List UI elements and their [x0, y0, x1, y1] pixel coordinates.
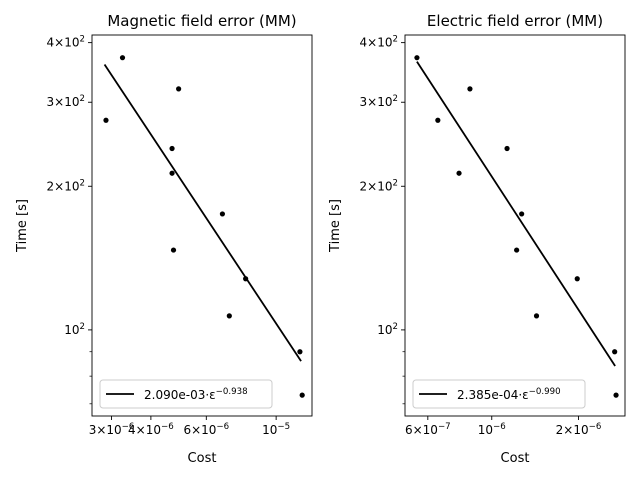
electric-data-point — [414, 55, 420, 61]
electric-legend-label: 2.385e-04·ε−0.990 — [457, 387, 561, 402]
magnetic-data-point — [299, 392, 305, 398]
magnetic-data-point — [119, 55, 126, 61]
electric-data-point — [514, 247, 520, 253]
magnetic-y-tick-label: 3×102 — [47, 94, 85, 109]
electric-data-point — [574, 276, 580, 282]
electric-data-point — [613, 392, 619, 398]
electric-data-point — [467, 86, 473, 92]
magnetic-data-point — [169, 145, 175, 152]
magnetic-y-tick-label: 102 — [64, 322, 85, 337]
electric-data-point — [504, 145, 510, 152]
magnetic-y-tick-label: 2×102 — [47, 178, 85, 193]
electric-chart: Electric field error (MM) 102 2×102 3×102 4×… — [328, 12, 626, 466]
electric-axes-frame — [404, 34, 626, 417]
magnetic-data-point — [297, 349, 303, 355]
magnetic-data-point — [243, 276, 249, 282]
magnetic-chart-title: Magnetic field error (MM) — [107, 12, 296, 30]
magnetic-data-point — [219, 211, 226, 217]
electric-legend: 2.385e-04·ε−0.990 — [412, 379, 586, 409]
electric-y-tick-label: 102 — [377, 322, 398, 337]
magnetic-data-point — [170, 247, 177, 253]
magnetic-data-point — [226, 313, 232, 319]
magnetic-data-point — [169, 170, 175, 176]
electric-data-point — [435, 117, 441, 123]
electric-legend-box — [412, 379, 586, 409]
magnetic-legend-box — [99, 379, 273, 409]
electric-y-axis-label: Time [s] — [328, 199, 343, 253]
electric-fit-line — [416, 61, 616, 367]
magnetic-x-tick-label: 6×10−6 — [183, 422, 229, 437]
magnetic-data-point — [176, 86, 182, 92]
electric-chart-title: Electric field error (MM) — [427, 12, 603, 30]
electric-x-axis-label: Cost — [501, 451, 530, 466]
electric-y-tick-label: 2×102 — [360, 178, 398, 193]
electric-y-tick-label: 3×102 — [360, 94, 398, 109]
magnetic-legend-label: 2.090e-03·ε−0.938 — [144, 387, 248, 402]
magnetic-x-tick-label: 4×10−6 — [128, 422, 174, 437]
magnetic-axes-frame — [91, 34, 313, 417]
electric-data-point — [456, 170, 462, 176]
magnetic-legend: 2.090e-03·ε−0.938 — [99, 379, 273, 409]
magnetic-x-tick-label: 10−5 — [262, 422, 290, 437]
magnetic-y-axis-label: Time [s] — [15, 199, 30, 253]
magnetic-y-tick-label: 4×102 — [47, 35, 85, 50]
electric-x-tick-label: 10−6 — [478, 422, 506, 437]
magnetic-x-axis-label: Cost — [188, 451, 217, 466]
magnetic-chart: Magnetic field error (MM) 102 2×102 3×102 4×… — [15, 12, 313, 466]
electric-x-tick-label: 2×10−6 — [556, 422, 602, 437]
electric-data-point — [533, 313, 540, 319]
electric-data-point — [612, 349, 618, 355]
electric-y-tick-label: 4×102 — [360, 35, 398, 50]
electric-x-tick-label: 6×10−7 — [405, 422, 451, 437]
magnetic-x-tick-label: 3×10−6 — [89, 422, 135, 437]
magnetic-data-point — [103, 117, 109, 123]
magnetic-fit-line — [103, 63, 302, 362]
electric-data-point — [519, 211, 525, 217]
